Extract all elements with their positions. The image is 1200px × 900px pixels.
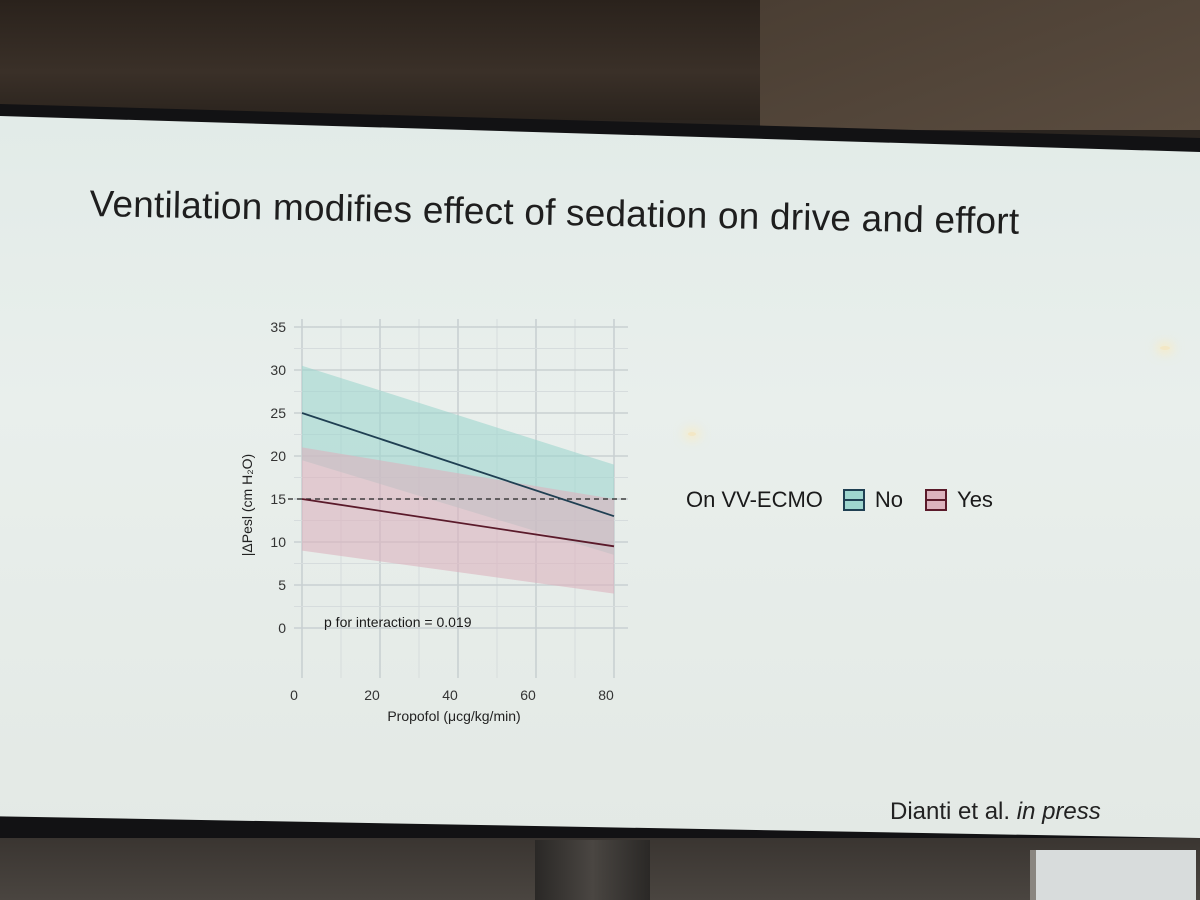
series-line-no <box>301 412 615 518</box>
y-tick-label: 35 <box>270 319 286 335</box>
x-tick-label: 60 <box>520 687 536 703</box>
x-tick-label: 0 <box>290 687 298 703</box>
y-tick-label: 20 <box>270 448 286 464</box>
legend-item-yes: Yes <box>925 487 993 513</box>
y-tick-label: 30 <box>270 362 286 378</box>
citation-authors: Dianti et al. <box>890 798 1011 825</box>
x-axis-label: Propofol (μcg/kg/min) <box>387 708 520 724</box>
x-tick-label: 20 <box>364 687 380 703</box>
y-tick-label: 5 <box>278 577 286 593</box>
x-tick-label: 40 <box>442 687 458 703</box>
window <box>1030 850 1196 900</box>
legend: On VV-ECMO No Yes <box>686 487 1001 513</box>
legend-key-no <box>842 489 865 511</box>
y-tick-label: 25 <box>270 405 286 421</box>
legend-key-yes <box>925 489 948 511</box>
y-axis-label: |ΔPesl (cm H₂O) <box>239 454 255 556</box>
citation-status: in press <box>1016 798 1101 825</box>
reflection-light <box>688 432 696 436</box>
citation: Dianti et al. in press <box>890 798 1101 826</box>
screen-stand <box>535 840 650 900</box>
p-value-annotation: p for interaction = 0.019 <box>324 614 472 630</box>
legend-label-yes: Yes <box>957 487 993 512</box>
legend-label-no: No <box>874 487 904 512</box>
y-tick-label: 0 <box>278 620 286 636</box>
legend-item-no: No <box>842 487 904 513</box>
x-tick-label: 80 <box>598 687 614 703</box>
reflection-light <box>1160 346 1170 350</box>
y-tick-label: 10 <box>270 534 286 550</box>
confidence-band-yes <box>302 447 614 594</box>
ceiling-panel <box>760 0 1200 130</box>
y-tick-label: 15 <box>270 491 286 507</box>
series-line-yes <box>301 498 615 548</box>
legend-title: On VV-ECMO <box>686 487 823 512</box>
